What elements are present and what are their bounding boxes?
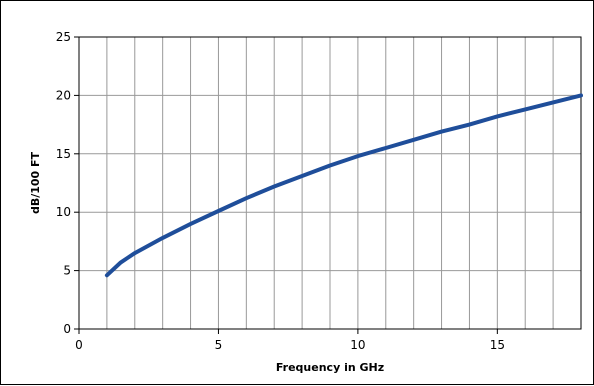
y-tick-label: 25 xyxy=(56,30,71,44)
x-tick-label: 5 xyxy=(215,338,223,352)
x-tick-label: 15 xyxy=(490,338,505,352)
series-line xyxy=(104,93,583,278)
x-tick-label: 10 xyxy=(350,338,365,352)
x-axis-label: Frequency in GHz xyxy=(276,361,384,374)
y-tick-label: 20 xyxy=(56,88,71,102)
x-tick-label: 0 xyxy=(75,338,83,352)
series-layer xyxy=(104,93,583,278)
ticks-layer: 0 5 10 15 20 25 0 5 10 15 xyxy=(56,30,505,352)
y-tick-label: 5 xyxy=(63,264,71,278)
grid-layer xyxy=(79,37,581,329)
y-tick-label: 10 xyxy=(56,205,71,219)
y-axis-label: dB/100 FT xyxy=(29,151,42,214)
plot-area xyxy=(78,36,582,330)
y-tick-label: 0 xyxy=(63,322,71,336)
y-tick-label: 15 xyxy=(56,147,71,161)
